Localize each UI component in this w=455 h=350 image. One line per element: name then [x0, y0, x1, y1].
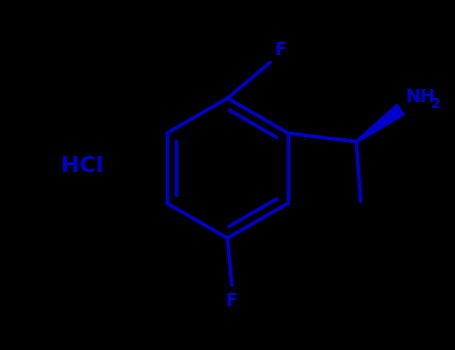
Text: F: F — [226, 292, 238, 310]
Text: F: F — [274, 41, 287, 59]
Text: NH: NH — [406, 88, 436, 106]
Polygon shape — [356, 104, 404, 142]
Text: HCl: HCl — [61, 156, 104, 176]
Text: 2: 2 — [431, 97, 441, 111]
